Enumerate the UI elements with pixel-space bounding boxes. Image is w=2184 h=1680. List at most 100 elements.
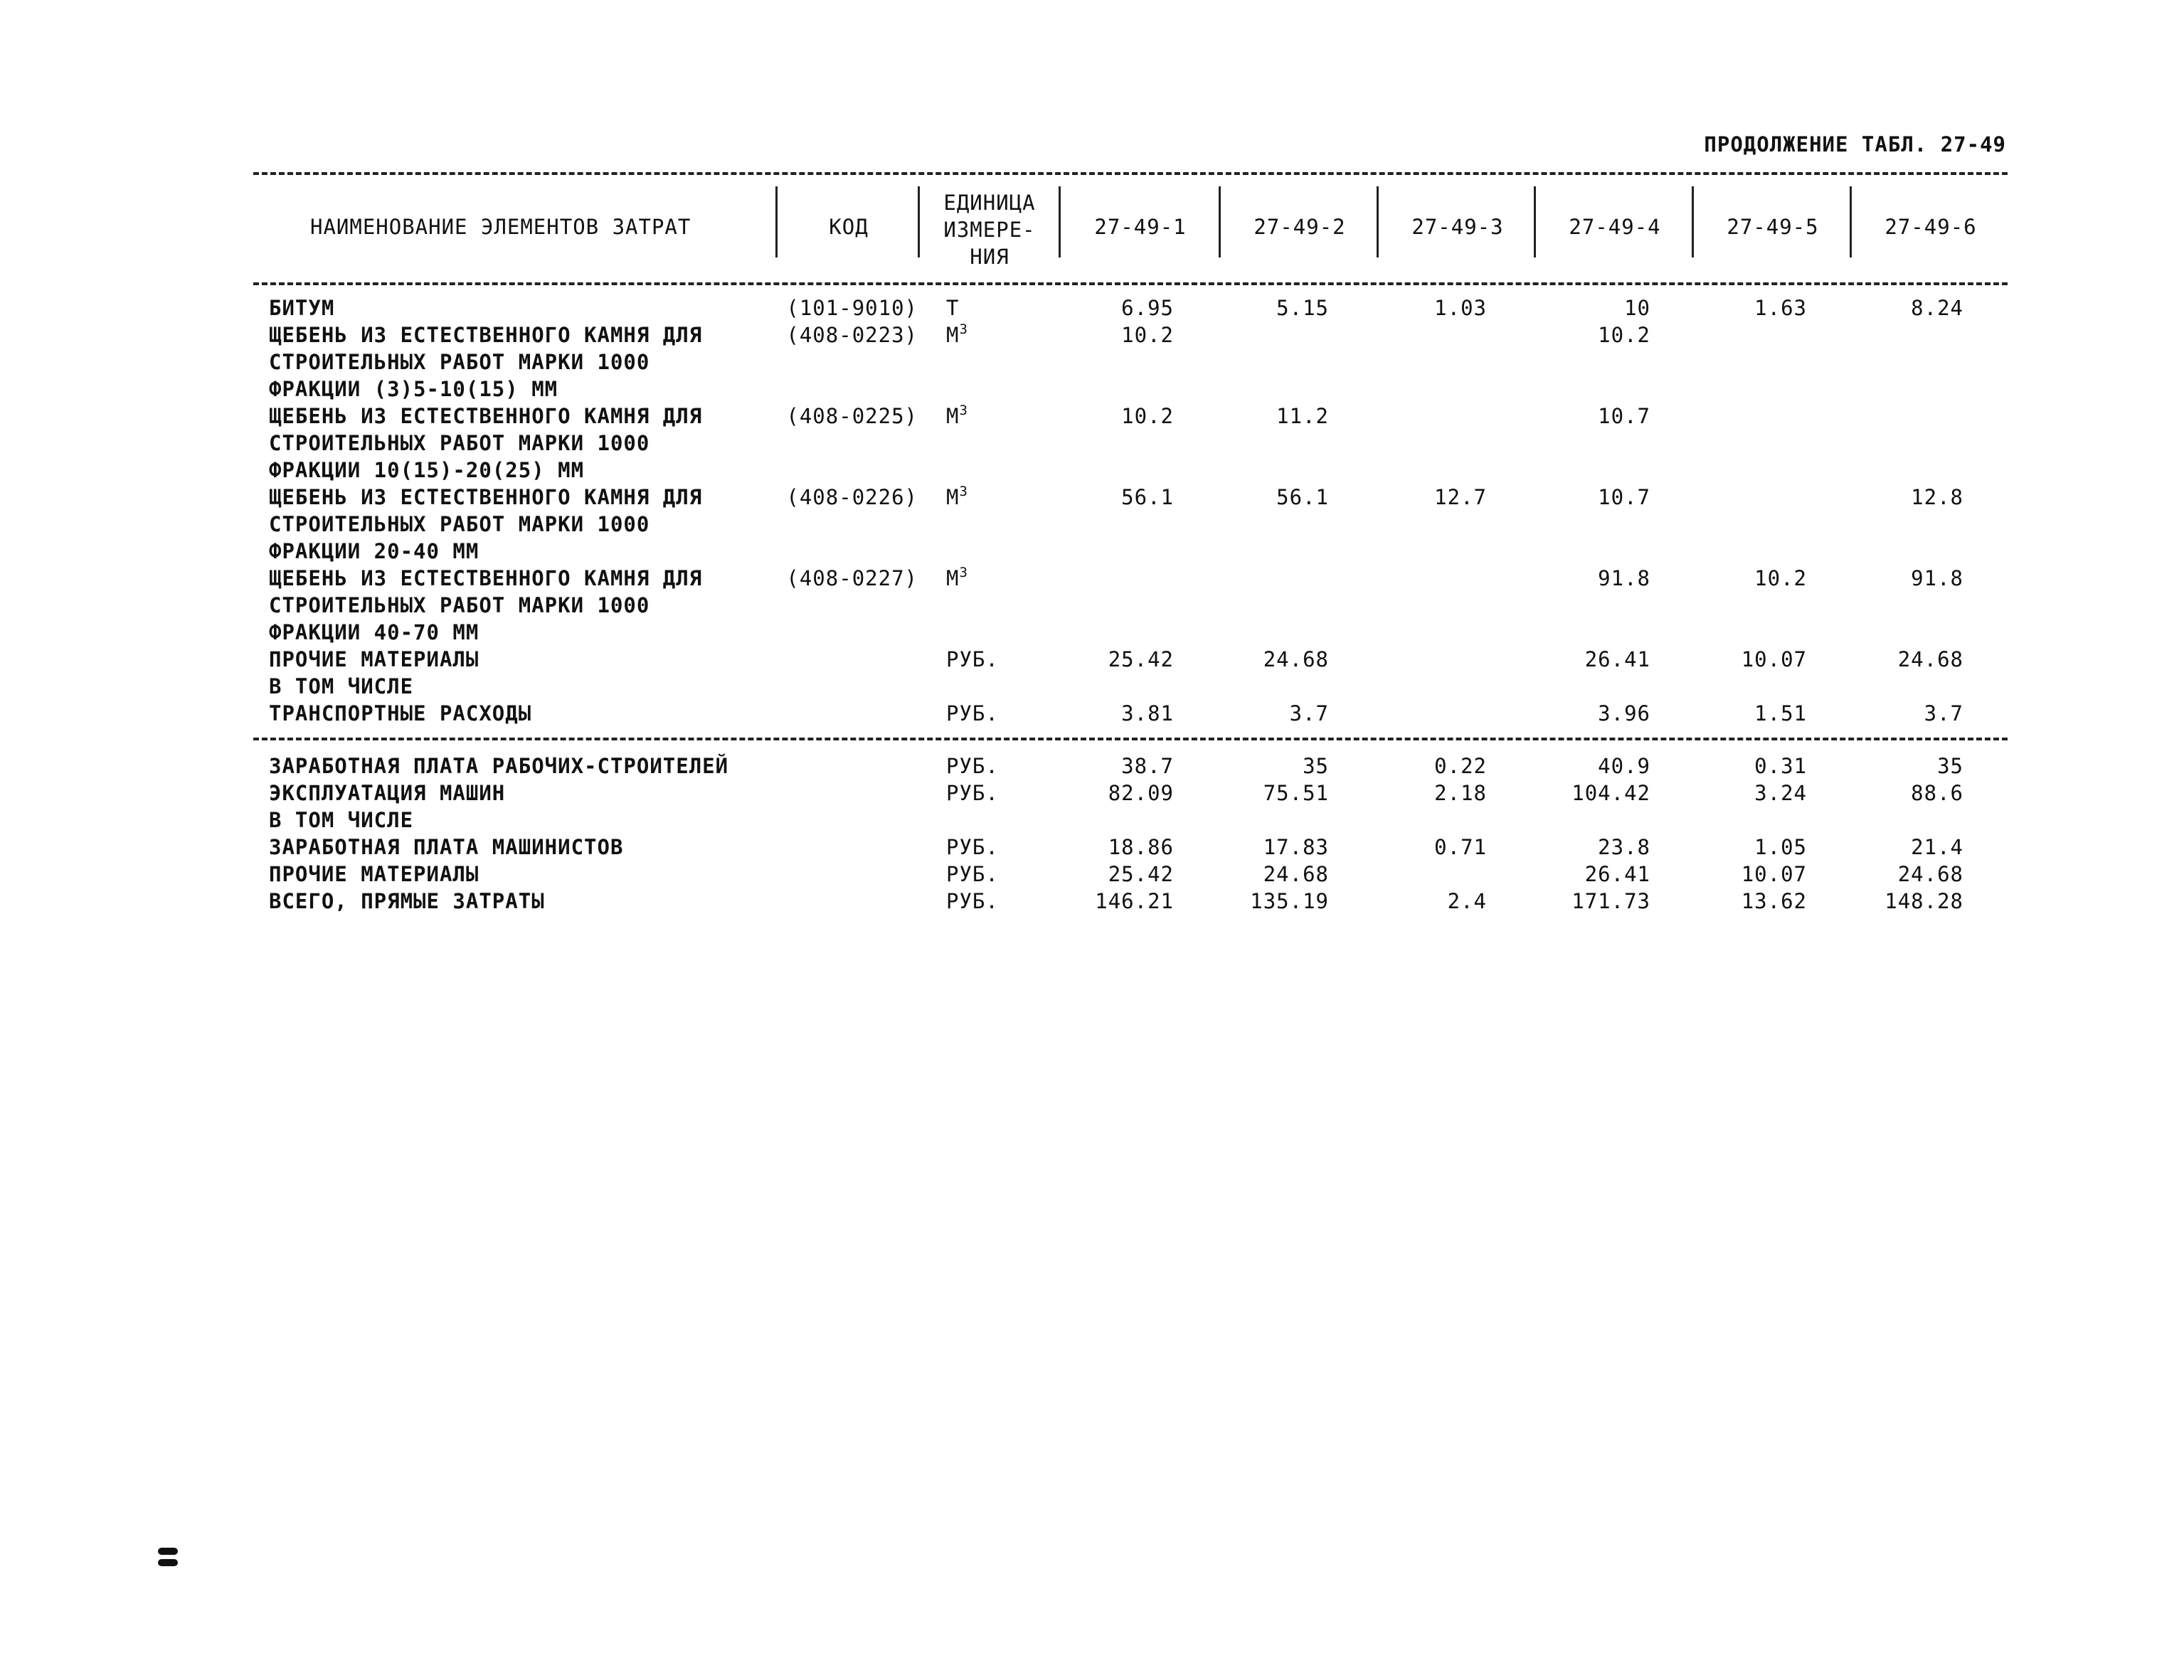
material-name-line: ФРАКЦИИ (3)5-10(15) ММ	[269, 377, 558, 401]
material-code: (408-0223)	[786, 323, 918, 347]
value-cell: 91.8	[1598, 566, 1650, 590]
value-cell: 35	[1937, 754, 1963, 778]
material-name-line: ЩЕБЕНЬ ИЗ ЕСТЕСТВЕННОГО КАМНЯ ДЛЯ	[269, 485, 703, 509]
value-cell: 1.63	[1754, 296, 1807, 320]
col-separator	[1692, 186, 1694, 257]
total-name: ЭКСПЛУАТАЦИЯ МАШИН	[269, 781, 506, 805]
material-name-line: СТРОИТЕЛЬНЫХ РАБОТ МАРКИ 1000	[269, 431, 650, 455]
value-cell: 38.7	[1121, 754, 1174, 778]
unit-cell: РУБ.	[946, 862, 999, 886]
material-name-line: ФРАКЦИИ 40-70 ММ	[269, 620, 479, 644]
value-cell: 25.42	[1108, 862, 1174, 886]
value-cell: 23.8	[1598, 835, 1650, 859]
value-cell: 3.7	[1289, 701, 1329, 725]
value-cell: 3.7	[1924, 701, 1963, 725]
unit-cell: РУБ.	[946, 835, 999, 859]
value-cell: 26.41	[1584, 862, 1650, 886]
total-name: ЗАРАБОТНАЯ ПЛАТА РАБОЧИХ-СТРОИТЕЛЕЙ	[269, 754, 729, 778]
column-header-norm: 27-49-5	[1727, 215, 1819, 239]
total-name: ПРОЧИЕ МАТЕРИАЛЫ	[269, 862, 479, 886]
value-cell: 8.24	[1911, 296, 1963, 320]
material-name-line: ФРАКЦИИ 20-40 ММ	[269, 539, 479, 563]
value-cell: 10.7	[1598, 485, 1650, 509]
value-cell: 6.95	[1121, 296, 1174, 320]
column-header-norm: 27-49-2	[1253, 215, 1346, 239]
value-cell: 24.68	[1263, 862, 1329, 886]
value-cell: 35	[1303, 754, 1329, 778]
unit-cell: М3	[946, 484, 968, 510]
value-cell: 17.83	[1263, 835, 1329, 859]
value-cell: 82.09	[1108, 781, 1174, 805]
value-cell: 0.31	[1754, 754, 1807, 778]
value-cell: 10.2	[1598, 323, 1650, 347]
unit-cell: Т	[946, 296, 960, 320]
unit-cell: РУБ.	[946, 647, 999, 671]
unit-cell: М3	[946, 321, 968, 348]
unit-cell: РУБ.	[946, 754, 999, 778]
material-name-line: СТРОИТЕЛЬНЫХ РАБОТ МАРКИ 1000	[269, 512, 650, 536]
total-name: ВСЕГО, ПРЯМЫЕ ЗАТРАТЫ	[269, 889, 545, 913]
column-header-norm: 27-49-4	[1569, 215, 1661, 239]
unit-cell: РУБ.	[946, 781, 999, 805]
material-name-line: ТРАНСПОРТНЫЕ РАСХОДЫ	[269, 701, 532, 725]
value-cell: 12.7	[1434, 485, 1487, 509]
value-cell: 0.71	[1434, 835, 1487, 859]
value-cell: 24.68	[1897, 647, 1963, 671]
value-cell: 135.19	[1250, 889, 1329, 913]
material-name-line: ФРАКЦИИ 10(15)-20(25) ММ	[269, 458, 585, 482]
value-cell: 10.2	[1121, 404, 1174, 428]
materials-bottom-rule	[253, 738, 2008, 740]
value-cell: 26.41	[1584, 647, 1650, 671]
col-separator	[1850, 186, 1852, 257]
value-cell: 40.9	[1598, 754, 1650, 778]
value-cell: 2.18	[1434, 781, 1487, 805]
value-cell: 21.4	[1911, 835, 1963, 859]
unit-cell: М3	[946, 403, 968, 429]
material-code: (408-0226)	[786, 485, 918, 509]
value-cell: 56.1	[1276, 485, 1329, 509]
value-cell: 1.05	[1754, 835, 1807, 859]
value-cell: 3.24	[1754, 781, 1807, 805]
value-cell: 88.6	[1911, 781, 1963, 805]
value-cell: 75.51	[1263, 781, 1329, 805]
unit-superscript: 3	[959, 565, 968, 580]
value-cell: 10	[1624, 296, 1650, 320]
unit-superscript: 3	[959, 403, 968, 418]
value-cell: 18.86	[1108, 835, 1174, 859]
column-header-code: КОД	[829, 215, 869, 239]
material-name-line: В ТОМ ЧИСЛЕ	[269, 674, 414, 698]
value-cell: 24.68	[1897, 862, 1963, 886]
col-separator	[775, 186, 778, 257]
material-code: (101-9010)	[786, 296, 918, 320]
value-cell: 13.62	[1741, 889, 1807, 913]
value-cell: 5.15	[1276, 296, 1329, 320]
value-cell: 1.03	[1434, 296, 1487, 320]
total-name: В ТОМ ЧИСЛЕ	[269, 808, 414, 832]
value-cell: 10.7	[1598, 404, 1650, 428]
value-cell: 91.8	[1911, 566, 1963, 590]
value-cell: 56.1	[1121, 485, 1174, 509]
value-cell: 10.2	[1754, 566, 1807, 590]
value-cell: 10.07	[1741, 862, 1807, 886]
material-name-line: ЩЕБЕНЬ ИЗ ЕСТЕСТВЕННОГО КАМНЯ ДЛЯ	[269, 323, 703, 347]
unit-superscript: 3	[959, 484, 968, 499]
unit-superscript: 3	[959, 321, 968, 337]
value-cell: 24.68	[1263, 647, 1329, 671]
unit-cell: М3	[946, 565, 968, 591]
column-header-unit: ЕДИНИЦА ИЗМЕРЕ- НИЯ	[943, 191, 1036, 269]
value-cell: 25.42	[1108, 647, 1174, 671]
value-cell: 10.07	[1741, 647, 1807, 671]
unit-cell: РУБ.	[946, 701, 999, 725]
col-separator	[918, 186, 920, 257]
column-header-norm: 27-49-6	[1885, 215, 1977, 239]
page-number-mark	[158, 1548, 178, 1566]
value-cell: 2.4	[1447, 889, 1487, 913]
material-name-line: ПРОЧИЕ МАТЕРИАЛЫ	[269, 647, 479, 671]
material-name-line: СТРОИТЕЛЬНЫХ РАБОТ МАРКИ 1000	[269, 350, 650, 374]
col-separator	[1377, 186, 1379, 257]
table-continuation-title: ПРОДОЛЖЕНИЕ ТАБЛ. 27-49	[1704, 132, 2006, 156]
material-name-line: ЩЕБЕНЬ ИЗ ЕСТЕСТВЕННОГО КАМНЯ ДЛЯ	[269, 566, 703, 590]
value-cell: 3.81	[1121, 701, 1174, 725]
material-name-line: СТРОИТЕЛЬНЫХ РАБОТ МАРКИ 1000	[269, 593, 650, 617]
